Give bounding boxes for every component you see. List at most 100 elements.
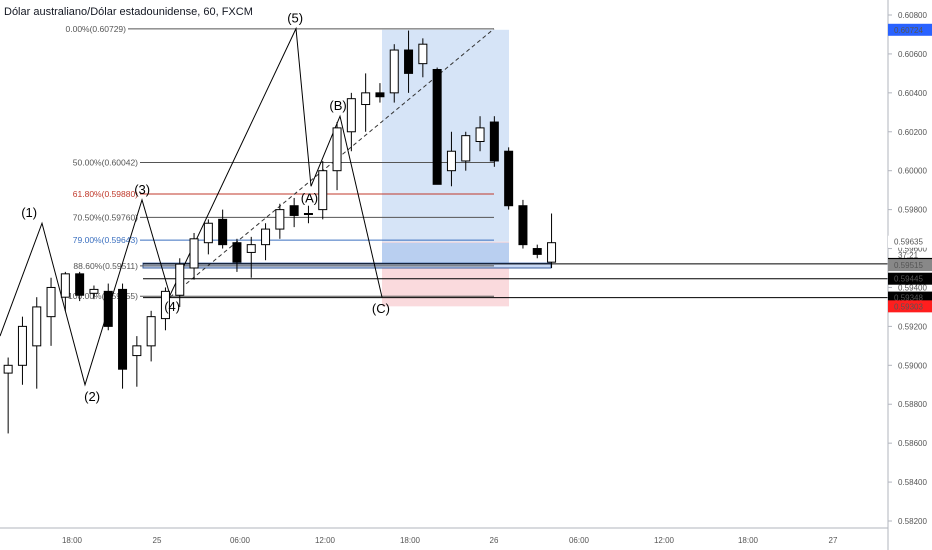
price-tick-label: 0.59200 <box>898 322 927 331</box>
time-tick-label: 12:00 <box>315 536 336 545</box>
fib-level-label: 79.00%(0.59643) <box>73 235 138 245</box>
fib-level-label: 70.50%(0.59760) <box>73 212 138 222</box>
time-tick-label: 25 <box>153 536 162 545</box>
price-axis[interactable]: 0.60800 0.60600 0.60400 0.60200 0.60000 0.598… <box>887 0 932 550</box>
price-badge-box <box>888 272 932 285</box>
candle <box>489 116 499 167</box>
candle-body <box>389 49 399 94</box>
wave-labels: (1) (2) (3) (4) (5) (A) (B) (C) <box>21 11 390 404</box>
candle <box>132 336 142 387</box>
candle <box>432 67 442 185</box>
fib-level-label: 88.60%(0.59511) <box>73 261 138 271</box>
candle-body <box>418 43 428 65</box>
horizontal-lines <box>143 263 888 299</box>
wave-path <box>0 26 383 387</box>
candle <box>32 297 42 389</box>
price-badge-box <box>888 300 932 313</box>
fibonacci-retracement: 0.00%(0.60729) 50.00%(0.60042) 61.80%(0.59… <box>66 24 495 301</box>
candle <box>103 283 113 331</box>
wave-label: (3) <box>134 182 150 197</box>
candle <box>246 236 256 278</box>
candle <box>89 285 99 300</box>
time-tick-label: 06:00 <box>569 536 590 545</box>
candle-body <box>504 150 514 207</box>
candle <box>275 203 285 239</box>
candle <box>189 232 199 280</box>
price-tick-label: 0.58600 <box>898 439 927 448</box>
candle-body <box>189 238 199 269</box>
price-badge: 0.59445 <box>888 272 932 285</box>
candle <box>175 258 185 307</box>
candle <box>318 160 328 220</box>
candle <box>475 116 485 152</box>
price-tick-label: 0.60200 <box>898 128 927 137</box>
target-zone <box>382 29 509 242</box>
candle-body <box>361 92 371 106</box>
candle-body <box>432 68 442 185</box>
fib-level-label: 100.00%(0.59355) <box>68 291 138 301</box>
candle-body <box>103 290 113 327</box>
candle-body <box>246 244 256 253</box>
candle <box>389 44 399 103</box>
candle <box>261 223 271 261</box>
countdown-label: 37:21 <box>898 251 919 260</box>
time-tick-label: 18:00 <box>738 536 759 545</box>
candle-body <box>275 209 285 230</box>
time-tick-label: 18:00 <box>400 536 421 545</box>
price-badge-box <box>888 235 932 248</box>
price-tick-label: 0.58200 <box>898 517 927 526</box>
fib-level-label: 0.00%(0.60729) <box>66 24 127 34</box>
chart-title: Dólar australiano/Dólar estadounidense, … <box>4 6 253 18</box>
candlestick-series <box>3 30 557 434</box>
price-badge: 0.59303 <box>888 300 932 313</box>
position-zones <box>142 29 552 307</box>
candle-body <box>332 127 342 172</box>
price-badge-label: 0.59635 <box>894 238 923 247</box>
candle <box>446 131 456 187</box>
candle-body <box>146 316 156 347</box>
candle <box>361 73 371 132</box>
time-tick-label: 26 <box>490 536 499 545</box>
wave-label: (2) <box>84 389 100 404</box>
price-tick-label: 0.59600 <box>898 245 927 254</box>
candle <box>418 38 428 78</box>
candle <box>218 209 228 249</box>
price-tick-label: 0.60400 <box>898 89 927 98</box>
time-tick-label: 12:00 <box>654 536 675 545</box>
candle-body <box>303 213 313 216</box>
candle-body <box>446 150 456 172</box>
candle-body <box>289 205 299 216</box>
candle-body <box>404 49 414 74</box>
candle-body <box>17 325 27 366</box>
candle-body <box>475 127 485 142</box>
wave-label: (1) <box>21 205 37 220</box>
candle <box>375 83 385 103</box>
price-tick-label: 0.59800 <box>898 206 927 215</box>
candle-body <box>118 288 128 370</box>
price-badge-label: 0.59303 <box>894 302 923 311</box>
wave-label: (C) <box>372 301 390 316</box>
entry-zone <box>382 242 509 265</box>
price-badge: 0.59635 <box>888 235 932 248</box>
candle-body <box>32 306 42 347</box>
wave-label: (5) <box>287 11 303 26</box>
price-tick-label: 0.60600 <box>898 50 927 59</box>
candle <box>118 283 128 389</box>
price-tick-label: 0.60800 <box>898 11 927 20</box>
candle <box>518 199 528 249</box>
candle <box>346 92 356 152</box>
time-tick-label: 06:00 <box>230 536 251 545</box>
candle-body <box>203 222 213 244</box>
price-badge-label: 0.59515 <box>894 261 923 270</box>
candle <box>3 357 13 434</box>
candle-body <box>218 218 228 246</box>
fib-level-label: 50.00%(0.60042) <box>73 158 138 168</box>
candle-body <box>261 228 271 246</box>
price-badge-box <box>888 259 932 272</box>
candle <box>404 30 414 93</box>
candle <box>303 205 313 224</box>
candle-body <box>346 98 356 133</box>
candle <box>203 219 213 255</box>
time-axis[interactable]: 18:00 25 06:00 12:00 18:00 26 06:00 12:00 18:00 2… <box>0 527 888 545</box>
